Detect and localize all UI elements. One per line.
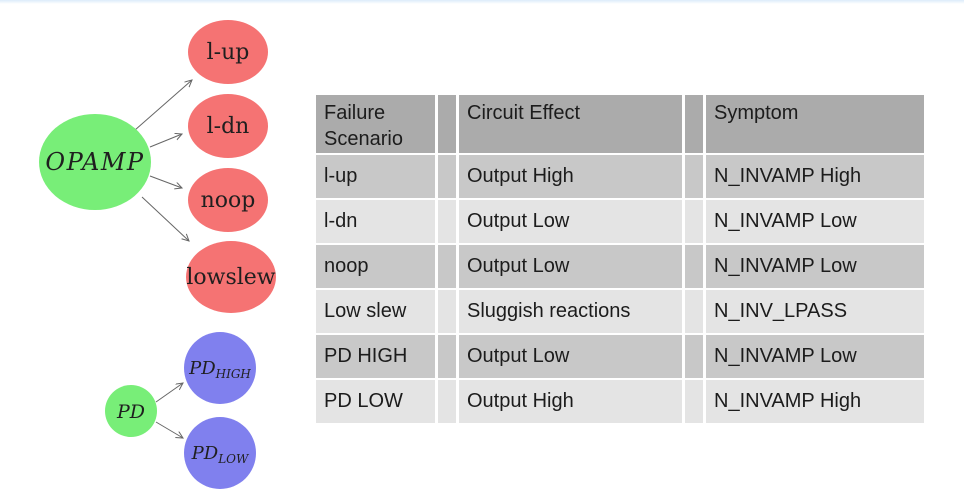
- cell-effect: Output Low: [459, 200, 682, 243]
- edge-opamp-ldn-arrow: [149, 134, 182, 148]
- node-pd-high: [184, 332, 256, 404]
- node-lowslew-label: lowslew: [186, 265, 275, 290]
- node-lowslew: [186, 241, 276, 313]
- row-spacer-cell: [438, 335, 456, 378]
- cell-symptom: N_INV_LPASS: [706, 290, 924, 333]
- col-header-circuit-effect: Circuit Effect: [459, 95, 682, 153]
- cell-symptom: N_INVAMP Low: [706, 245, 924, 288]
- edge-opamp-lup-arrow: [134, 80, 192, 131]
- cell-symptom: N_INVAMP High: [706, 155, 924, 198]
- node-pd: [105, 385, 157, 437]
- row-spacer-cell: [438, 380, 456, 423]
- cell-effect: Output High: [459, 380, 682, 423]
- row-spacer-cell: [685, 245, 703, 288]
- header-spacer-cell: [685, 95, 703, 153]
- cell-effect: Output Low: [459, 245, 682, 288]
- edge-pd-pdlow-arrow: [155, 421, 183, 438]
- node-l-up-label: l-up: [207, 40, 250, 65]
- row-spacer-cell: [438, 245, 456, 288]
- node-l-up: [188, 20, 268, 84]
- cell-scenario: PD HIGH: [316, 335, 435, 378]
- cell-scenario: Low slew: [316, 290, 435, 333]
- cell-symptom: N_INVAMP High: [706, 380, 924, 423]
- failure-scenario-table: Failure Scenario Circuit Effect Symptom …: [316, 95, 924, 423]
- edge-pd-pdhigh-arrow: [155, 383, 183, 403]
- row-spacer-cell: [685, 335, 703, 378]
- row-spacer-cell: [685, 290, 703, 333]
- edge-opamp-noop-arrow: [149, 175, 182, 188]
- node-noop: [188, 168, 268, 232]
- cell-scenario: PD LOW: [316, 380, 435, 423]
- node-opamp-label: OPAMP: [45, 148, 144, 176]
- node-opamp: [39, 114, 151, 210]
- row-spacer-cell: [685, 155, 703, 198]
- row-spacer-cell: [438, 155, 456, 198]
- node-l-dn: [188, 94, 268, 158]
- row-spacer-cell: [438, 200, 456, 243]
- node-pd-low: [184, 417, 256, 489]
- node-pd-label: PD: [116, 401, 145, 423]
- node-noop-label: noop: [201, 188, 256, 213]
- col-header-symptom: Symptom: [706, 95, 924, 153]
- cell-scenario: noop: [316, 245, 435, 288]
- row-spacer-cell: [685, 380, 703, 423]
- node-l-dn-label: l-dn: [207, 114, 250, 139]
- cell-symptom: N_INVAMP Low: [706, 335, 924, 378]
- cell-effect: Output High: [459, 155, 682, 198]
- edge-opamp-lowslew-arrow: [141, 196, 189, 241]
- cell-effect: Sluggish reactions: [459, 290, 682, 333]
- fault-tree-diagram: OPAMP l-up l-dn noop lowslew PD PDHIGH P…: [39, 20, 276, 489]
- col-header-failure-scenario: Failure Scenario: [316, 95, 435, 153]
- row-spacer-cell: [685, 200, 703, 243]
- cell-symptom: N_INVAMP Low: [706, 200, 924, 243]
- header-spacer-cell: [438, 95, 456, 153]
- cell-scenario: l-dn: [316, 200, 435, 243]
- node-pd-low-label: PDLOW: [191, 443, 250, 466]
- node-pd-high-label: PDHIGH: [188, 358, 251, 381]
- row-spacer-cell: [438, 290, 456, 333]
- cell-effect: Output Low: [459, 335, 682, 378]
- top-gradient-strip: [0, 0, 964, 4]
- cell-scenario: l-up: [316, 155, 435, 198]
